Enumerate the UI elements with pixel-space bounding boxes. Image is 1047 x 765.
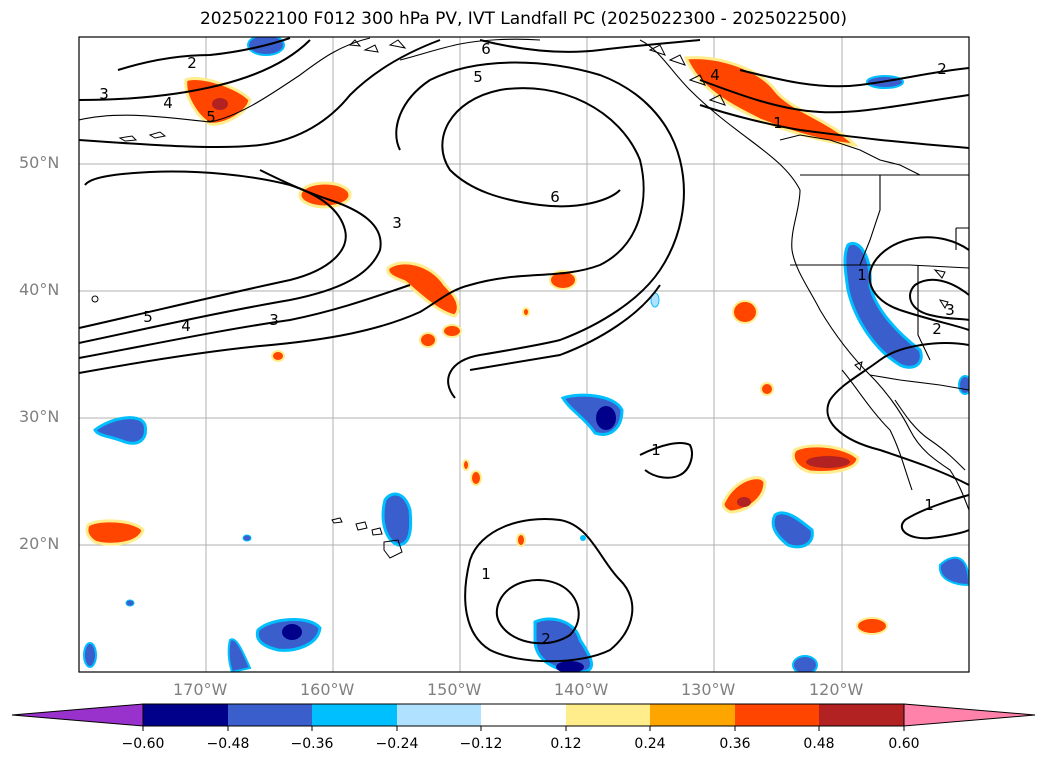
lat-tick-label: 50°N <box>19 153 60 172</box>
colorbar-extend-high <box>903 703 1036 727</box>
contour-label: 2 <box>541 630 551 648</box>
lon-tick-label: 130°W <box>681 680 736 699</box>
contour-label: 5 <box>473 68 483 86</box>
lat-tick-label: 30°N <box>19 407 60 426</box>
negative-ivt-regions <box>83 37 969 672</box>
colorbar-tick-label: −0.60 <box>121 736 165 752</box>
contour-label: 4 <box>710 66 720 84</box>
colorbar-tick-label: −0.24 <box>375 736 419 752</box>
colorbar-tick-label: 0.36 <box>719 736 751 752</box>
contour-label: 1 <box>651 441 661 459</box>
contour-label: 5 <box>206 108 216 126</box>
lon-tick-label: 150°W <box>427 680 482 699</box>
gridlines <box>79 37 969 672</box>
colorbar-extend-low <box>11 703 144 727</box>
contour-label: 2 <box>932 320 942 338</box>
positive-ivt-regions <box>85 56 888 635</box>
colorbar-tick-label: 0.12 <box>550 736 582 752</box>
contour-label: 3 <box>99 85 109 103</box>
lon-tick-label: 120°W <box>809 680 864 699</box>
colorbar-tick-label: −0.12 <box>459 736 503 752</box>
contour-label: 4 <box>163 94 173 112</box>
colorbar-tick-label: 0.24 <box>634 736 666 752</box>
contour-label: 2 <box>187 54 197 72</box>
contour-label: 3 <box>392 214 402 232</box>
lon-tick-label: 160°W <box>300 680 355 699</box>
lon-tick-label: 170°W <box>173 680 228 699</box>
lat-tick-label: 40°N <box>19 280 60 299</box>
contour-label: 5 <box>143 308 153 326</box>
lon-tick-label: 140°W <box>554 680 609 699</box>
lat-tick-label: 20°N <box>19 534 60 553</box>
map-frame <box>78 36 970 673</box>
contour-label: 1 <box>857 266 867 284</box>
contour-label: 6 <box>481 40 491 58</box>
contour-label: 6 <box>550 188 560 206</box>
colorbar-tick-label: −0.48 <box>206 736 250 752</box>
islands <box>91 39 949 559</box>
colorbar-tick-label: 0.48 <box>803 736 835 752</box>
contour-label: 1 <box>773 114 783 132</box>
contour-label: 4 <box>181 317 191 335</box>
colorbar-tick-label: 0.60 <box>888 736 920 752</box>
map-title: 2025022100 F012 300 hPa PV, IVT Landfall… <box>199 9 847 29</box>
contour-label: 2 <box>937 60 947 78</box>
contour-label: 3 <box>945 301 955 319</box>
coastlines <box>79 37 969 511</box>
colorbar-tick-label: −0.36 <box>290 736 334 752</box>
contour-labels: 2 3 4 5 6 5 6 3 5 4 3 4 1 2 1 3 2 1 1 2 … <box>99 40 955 648</box>
pv-contours <box>79 37 969 663</box>
contour-label: 3 <box>269 311 279 329</box>
colorbar <box>11 703 1036 731</box>
map-panel: 2 3 4 5 6 5 6 3 5 4 3 4 1 2 1 3 2 1 1 2 … <box>79 37 969 672</box>
contour-label: 1 <box>481 565 491 583</box>
contour-label: 1 <box>924 496 934 514</box>
